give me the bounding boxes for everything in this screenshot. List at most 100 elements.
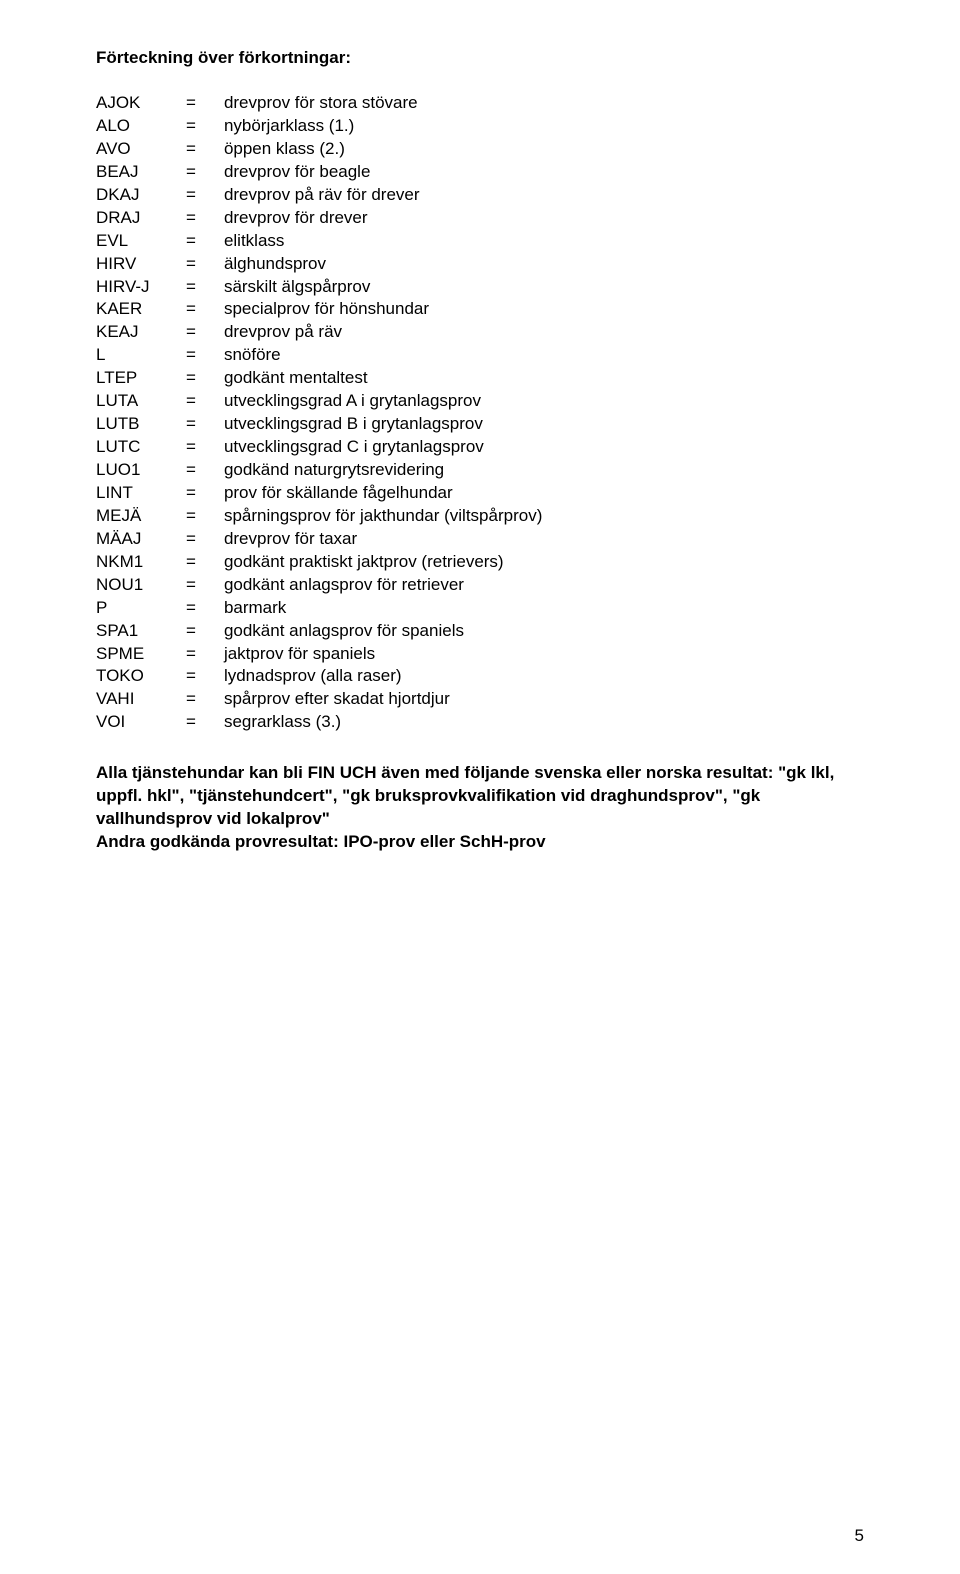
abbr-code: SPA1 <box>96 620 186 643</box>
abbr-equals: = <box>186 230 224 253</box>
abbr-description: öppen klass (2.) <box>224 138 542 161</box>
abbr-equals: = <box>186 390 224 413</box>
abbr-code: KAER <box>96 298 186 321</box>
abbr-code: VOI <box>96 711 186 734</box>
abbr-equals: = <box>186 551 224 574</box>
abbr-description: utvecklingsgrad B i grytanlagsprov <box>224 413 542 436</box>
abbr-code: HIRV-J <box>96 276 186 299</box>
abbr-code: L <box>96 344 186 367</box>
table-row: P=barmark <box>96 597 542 620</box>
abbr-equals: = <box>186 688 224 711</box>
table-row: L=snöföre <box>96 344 542 367</box>
table-row: AJOK=drevprov för stora stövare <box>96 92 542 115</box>
abbr-code: MEJÄ <box>96 505 186 528</box>
abbr-equals: = <box>186 597 224 620</box>
table-row: LINT=prov för skällande fågelhundar <box>96 482 542 505</box>
table-row: MÄAJ=drevprov för taxar <box>96 528 542 551</box>
table-row: MEJÄ=spårningsprov för jakthundar (vilts… <box>96 505 542 528</box>
table-row: HIRV-J=särskilt älgspårprov <box>96 276 542 299</box>
abbr-description: spårningsprov för jakthundar (viltspårpr… <box>224 505 542 528</box>
footer-bold-2: Andra godkända provresultat: IPO-prov el… <box>96 832 546 851</box>
abbr-code: LTEP <box>96 367 186 390</box>
abbreviations-table: AJOK=drevprov för stora stövareALO=nybör… <box>96 92 542 734</box>
abbreviations-tbody: AJOK=drevprov för stora stövareALO=nybör… <box>96 92 542 734</box>
abbr-equals: = <box>186 413 224 436</box>
abbr-description: utvecklingsgrad A i grytanlagsprov <box>224 390 542 413</box>
abbr-equals: = <box>186 665 224 688</box>
abbr-equals: = <box>186 276 224 299</box>
abbr-description: prov för skällande fågelhundar <box>224 482 542 505</box>
table-row: NOU1=godkänt anlagsprov för retriever <box>96 574 542 597</box>
abbr-code: P <box>96 597 186 620</box>
abbr-code: NOU1 <box>96 574 186 597</box>
abbr-code: LUTA <box>96 390 186 413</box>
abbr-description: drevprov för taxar <box>224 528 542 551</box>
abbr-equals: = <box>186 528 224 551</box>
table-row: BEAJ=drevprov för beagle <box>96 161 542 184</box>
table-row: TOKO=lydnadsprov (alla raser) <box>96 665 542 688</box>
abbr-code: DRAJ <box>96 207 186 230</box>
abbr-code: EVL <box>96 230 186 253</box>
abbr-equals: = <box>186 459 224 482</box>
abbr-description: segrarklass (3.) <box>224 711 542 734</box>
abbr-description: lydnadsprov (alla raser) <box>224 665 542 688</box>
abbr-equals: = <box>186 184 224 207</box>
abbr-description: godkänt anlagsprov för retriever <box>224 574 542 597</box>
abbr-equals: = <box>186 115 224 138</box>
table-row: HIRV=älghundsprov <box>96 253 542 276</box>
abbr-code: KEAJ <box>96 321 186 344</box>
table-row: SPME=jaktprov för spaniels <box>96 643 542 666</box>
abbr-description: godkänt praktiskt jaktprov (retrievers) <box>224 551 542 574</box>
abbr-equals: = <box>186 321 224 344</box>
table-row: SPA1=godkänt anlagsprov för spaniels <box>96 620 542 643</box>
abbr-description: särskilt älgspårprov <box>224 276 542 299</box>
abbr-description: barmark <box>224 597 542 620</box>
abbr-equals: = <box>186 138 224 161</box>
table-row: DKAJ=drevprov på räv för drever <box>96 184 542 207</box>
abbr-equals: = <box>186 482 224 505</box>
table-row: VOI=segrarklass (3.) <box>96 711 542 734</box>
abbr-description: drevprov för beagle <box>224 161 542 184</box>
table-row: VAHI=spårprov efter skadat hjortdjur <box>96 688 542 711</box>
abbr-equals: = <box>186 711 224 734</box>
page-title: Förteckning över förkortningar: <box>96 48 864 68</box>
footer-note: Alla tjänstehundar kan bli FIN UCH även … <box>96 762 864 854</box>
abbr-description: drevprov för drever <box>224 207 542 230</box>
table-row: NKM1=godkänt praktiskt jaktprov (retriev… <box>96 551 542 574</box>
abbr-equals: = <box>186 620 224 643</box>
abbr-description: godkänt anlagsprov för spaniels <box>224 620 542 643</box>
abbr-description: elitklass <box>224 230 542 253</box>
abbr-code: LUTB <box>96 413 186 436</box>
footer-bold-1: Alla tjänstehundar kan bli FIN UCH även … <box>96 763 834 828</box>
abbr-description: specialprov för hönshundar <box>224 298 542 321</box>
table-row: AVO=öppen klass (2.) <box>96 138 542 161</box>
abbr-code: LUO1 <box>96 459 186 482</box>
abbr-code: MÄAJ <box>96 528 186 551</box>
table-row: LUTA=utvecklingsgrad A i grytanlagsprov <box>96 390 542 413</box>
table-row: DRAJ=drevprov för drever <box>96 207 542 230</box>
abbr-equals: = <box>186 574 224 597</box>
abbr-code: AJOK <box>96 92 186 115</box>
abbr-code: NKM1 <box>96 551 186 574</box>
abbr-code: VAHI <box>96 688 186 711</box>
abbr-equals: = <box>186 643 224 666</box>
abbr-description: godkänt mentaltest <box>224 367 542 390</box>
abbr-code: HIRV <box>96 253 186 276</box>
abbr-equals: = <box>186 253 224 276</box>
table-row: ALO=nybörjarklass (1.) <box>96 115 542 138</box>
abbr-equals: = <box>186 367 224 390</box>
abbr-code: ALO <box>96 115 186 138</box>
table-row: EVL=elitklass <box>96 230 542 253</box>
abbr-description: drevprov på räv <box>224 321 542 344</box>
abbr-equals: = <box>186 344 224 367</box>
abbr-description: utvecklingsgrad C i grytanlagsprov <box>224 436 542 459</box>
abbr-code: DKAJ <box>96 184 186 207</box>
table-row: LTEP=godkänt mentaltest <box>96 367 542 390</box>
table-row: KAER=specialprov för hönshundar <box>96 298 542 321</box>
abbr-description: snöföre <box>224 344 542 367</box>
abbr-code: BEAJ <box>96 161 186 184</box>
abbr-code: LUTC <box>96 436 186 459</box>
abbr-code: SPME <box>96 643 186 666</box>
abbr-description: nybörjarklass (1.) <box>224 115 542 138</box>
abbr-description: jaktprov för spaniels <box>224 643 542 666</box>
